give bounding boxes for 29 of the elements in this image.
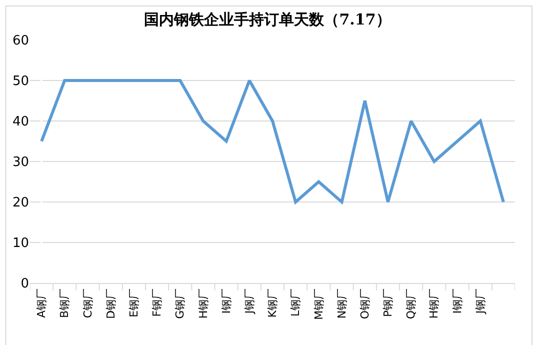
x-tick-label: H钢厂 (428, 288, 441, 319)
x-tick-label: O钢厂 (358, 288, 372, 320)
x-tick-label: L钢厂 (289, 288, 302, 317)
x-tick-label: P钢厂 (382, 288, 395, 318)
chart-title: 国内钢铁企业手持订单天数（7.17） (144, 10, 391, 28)
x-tick-label: D钢厂 (104, 288, 118, 319)
line-series (40, 79, 505, 204)
x-tick-label: C钢厂 (81, 288, 94, 318)
y-tick-label: 20 (12, 196, 29, 211)
y-tick-label: 0 (20, 276, 29, 292)
x-tick-label: K钢厂 (266, 288, 280, 318)
x-tick-label: I钢厂 (450, 288, 464, 314)
y-tick-label: 10 (12, 236, 29, 252)
x-tick-label: A钢厂 (35, 288, 48, 318)
y-tick-label: 40 (12, 114, 29, 130)
x-tick-label: J钢厂 (474, 288, 487, 315)
y-tick-label: 50 (12, 74, 29, 90)
x-tick-label: H钢厂 (196, 288, 210, 319)
x-tick-label: J钢厂 (242, 288, 256, 315)
x-tick-label: Q钢厂 (404, 288, 418, 320)
y-tick-label: 30 (12, 155, 29, 170)
x-tick-label: M钢厂 (312, 288, 326, 320)
x-tick-label: I钢厂 (220, 288, 233, 314)
x-tick-label: F钢厂 (150, 288, 164, 317)
x-tick-label: G钢厂 (174, 288, 187, 319)
x-tick-label: N钢厂 (335, 288, 348, 319)
x-tick-label: B钢厂 (58, 288, 72, 318)
y-tick-label: 60 (12, 34, 29, 49)
x-tick-label: E钢厂 (128, 288, 141, 318)
